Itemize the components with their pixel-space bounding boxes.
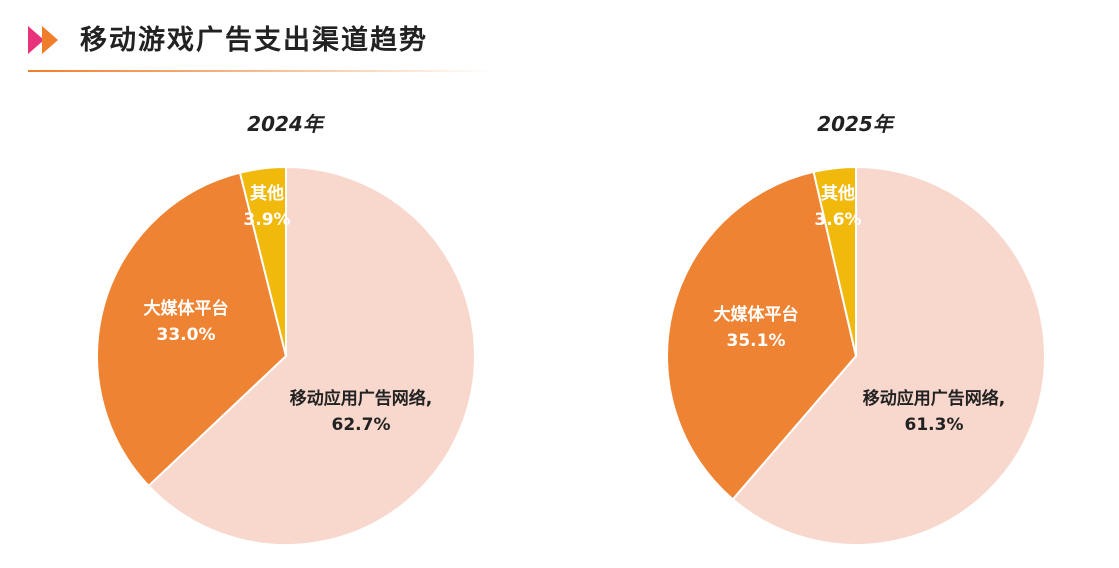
chart-title-2024: 2024年 <box>247 112 323 136</box>
slice-value-app-network: 62.7% <box>332 415 391 435</box>
pie-slice-other <box>238 165 287 357</box>
slice-label-app-network: 移动应用广告网络, <box>863 388 1005 409</box>
chart-title-2025: 2025年 <box>817 112 893 136</box>
pie-slice-app-network <box>731 165 1046 546</box>
pie-slice-other <box>812 165 857 357</box>
page-header: 移动游戏广告支出渠道趋势 <box>28 14 498 74</box>
slice-label-other: 其他 <box>821 183 855 204</box>
pie-slice-big-media <box>666 170 858 501</box>
slice-label-other: 其他 <box>250 183 284 204</box>
header-divider <box>28 70 494 72</box>
slice-value-other: 3.6% <box>814 210 861 230</box>
slice-value-app-network: 61.3% <box>905 415 964 435</box>
slice-value-other: 3.9% <box>243 210 290 230</box>
slice-value-big-media: 33.0% <box>157 325 216 345</box>
slice-label-app-network: 移动应用广告网络, <box>290 388 432 409</box>
slice-label-big-media: 大媒体平台 <box>144 298 229 319</box>
double-arrow-icon <box>28 26 58 54</box>
pie-slice-big-media <box>96 171 288 488</box>
pie-slice-app-network <box>147 165 476 546</box>
slice-value-big-media: 35.1% <box>727 331 786 351</box>
page-title: 移动游戏广告支出渠道趋势 <box>80 25 428 56</box>
slice-label-big-media: 大媒体平台 <box>714 304 799 325</box>
